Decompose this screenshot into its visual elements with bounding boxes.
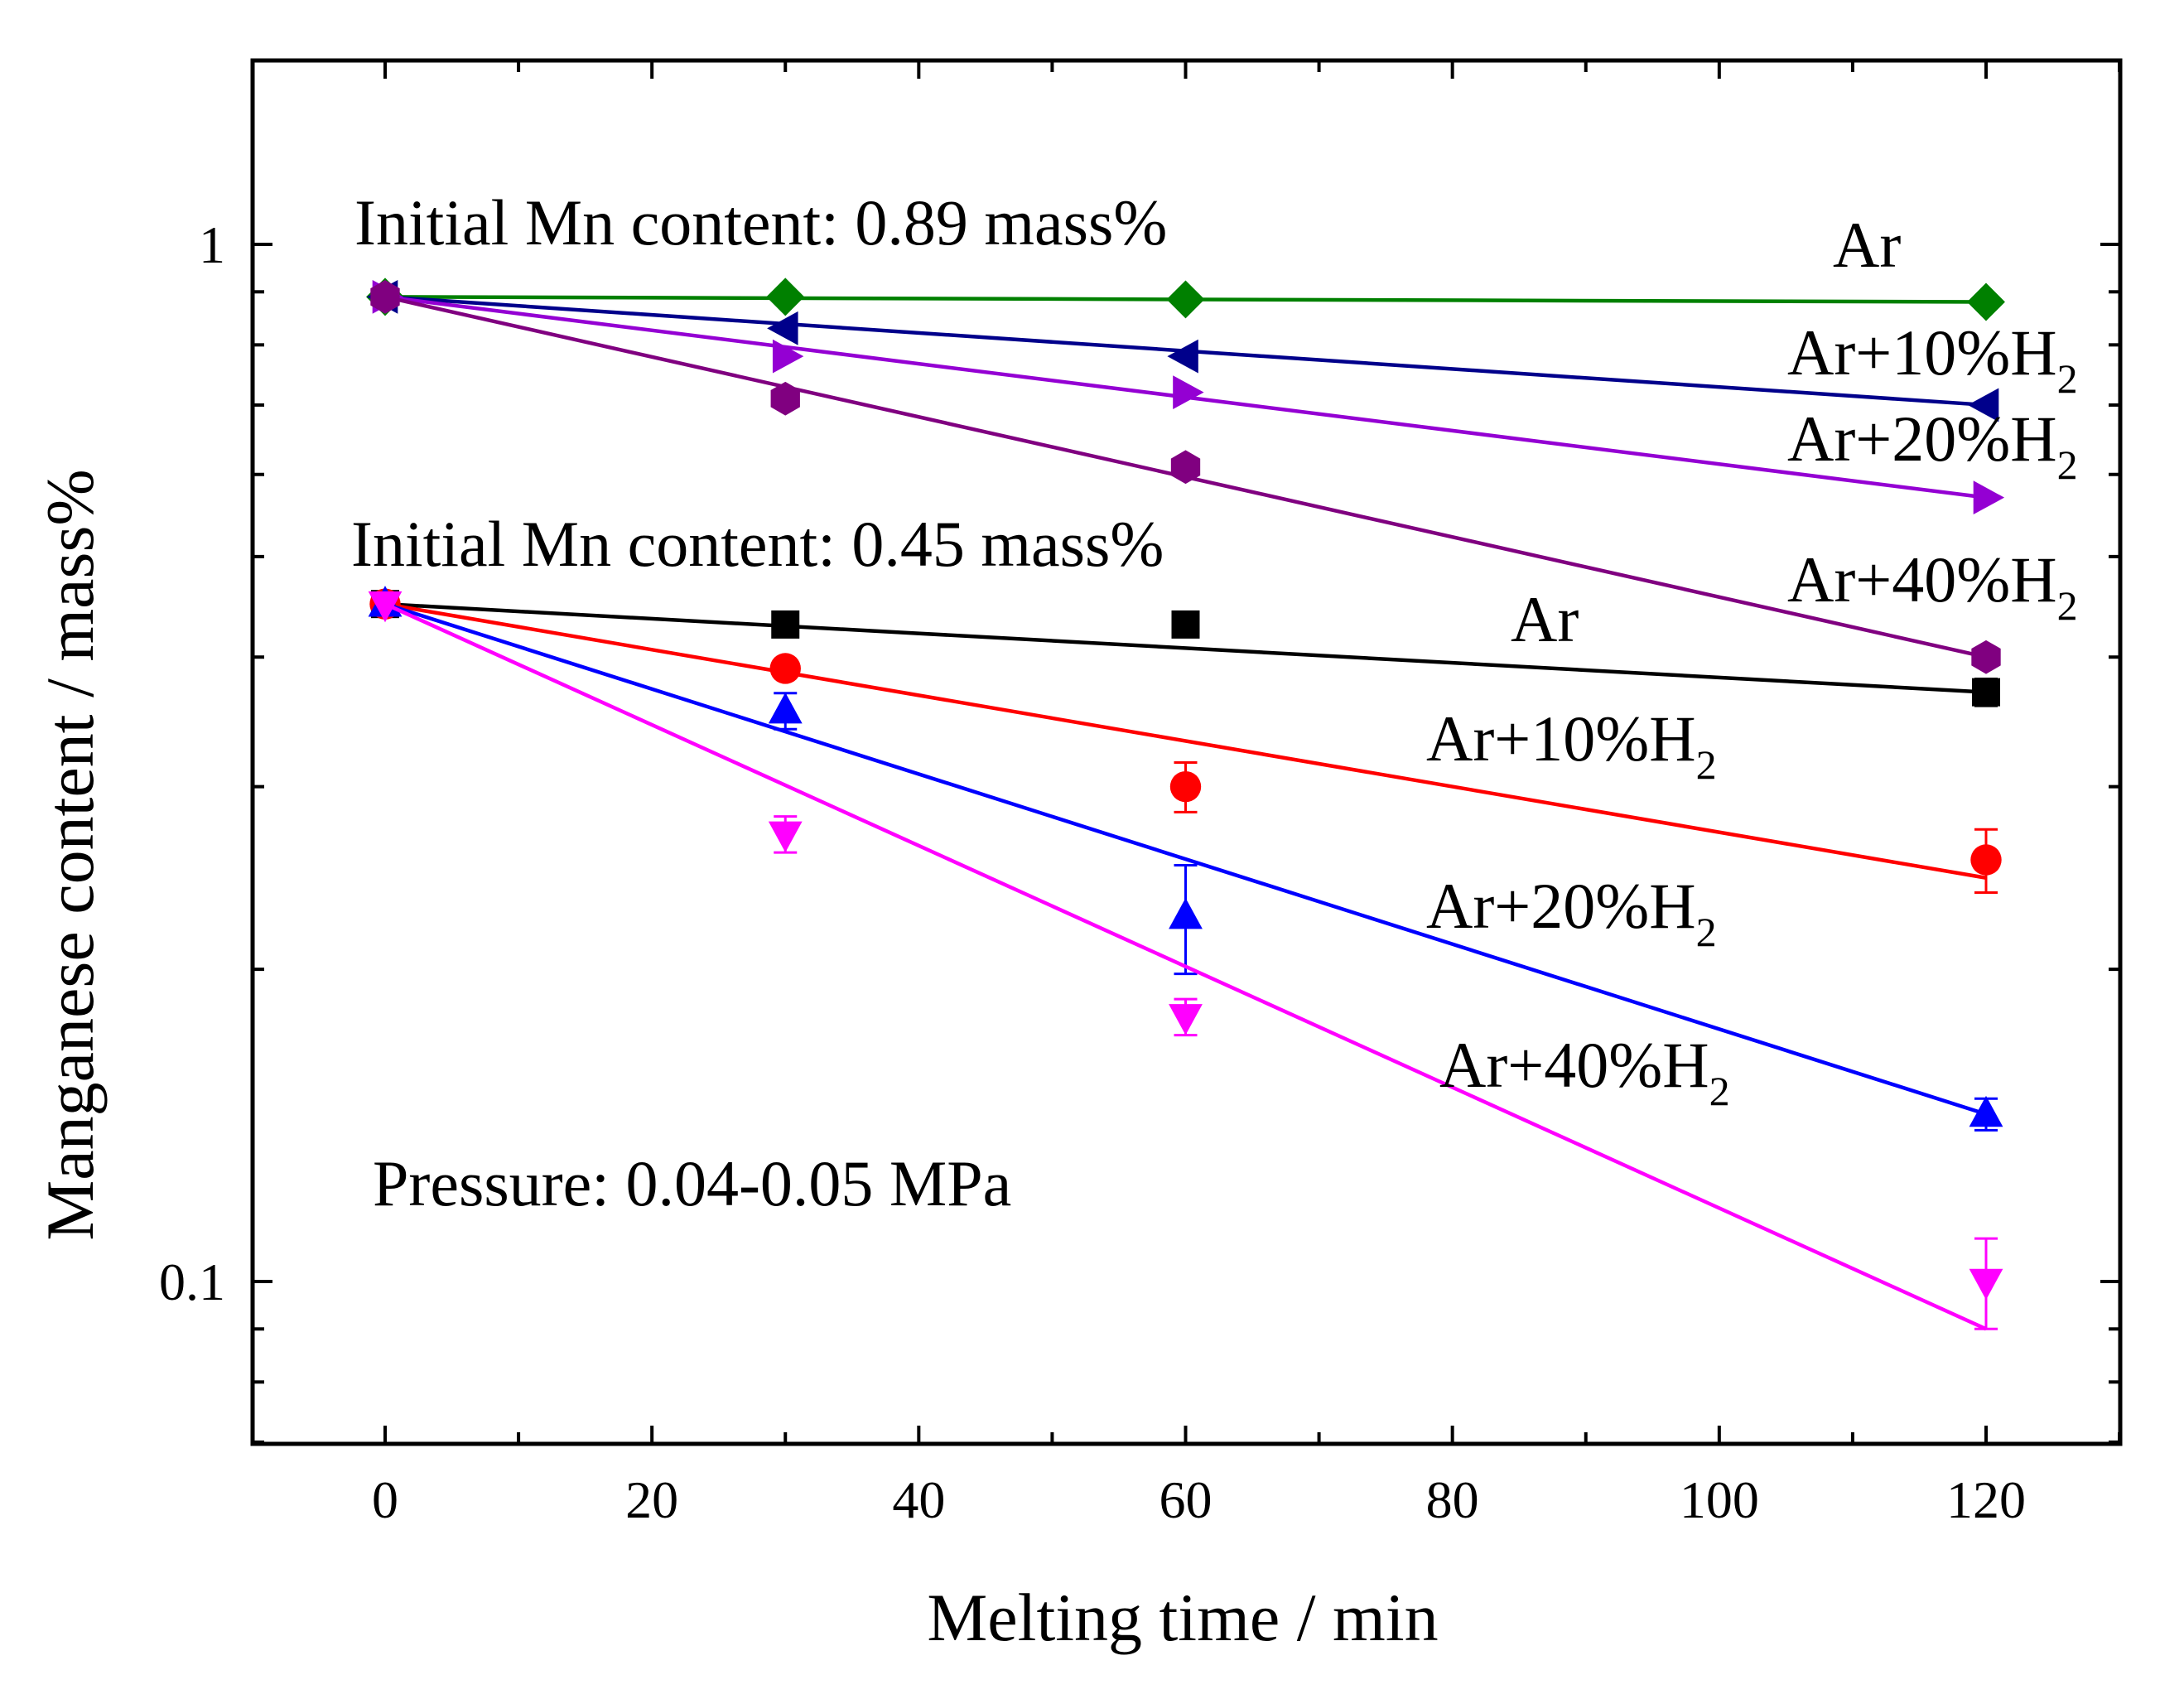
series-045-ar-20-h2: [368, 586, 2003, 1132]
data-point: [1969, 1268, 2003, 1301]
fit-line: [384, 602, 1987, 1331]
data-point: [1967, 282, 2005, 321]
series-label: Ar+10%H2: [1787, 316, 2078, 402]
annotation-initial-045: Initial Mn content: 0.45 mass%: [351, 508, 1164, 580]
y-tick-label: 0.1: [159, 1253, 225, 1311]
y-tick-label: 1: [199, 215, 225, 274]
data-point: [772, 339, 804, 374]
series-089-ar-40-h2: [370, 279, 2001, 674]
data-point: [1169, 770, 1202, 803]
labels-layer: ArAr+10%H2Ar+20%H2Ar+40%H2ArAr+10%H2Ar+2…: [1426, 209, 2078, 1114]
data-point: [1173, 375, 1204, 410]
data-point: [1971, 640, 2001, 674]
data-point: [1166, 280, 1205, 319]
series-label: Ar+40%H2: [1439, 1029, 1730, 1114]
data-point: [769, 653, 801, 684]
data-point: [1167, 339, 1198, 374]
data-point: [1972, 678, 2000, 707]
fit-line: [384, 602, 1987, 1117]
x-axis-label: Melting time / min: [927, 1580, 1438, 1655]
x-tick-label: 40: [892, 1470, 945, 1529]
series-label: Ar+40%H2: [1787, 543, 2078, 629]
x-tick-label: 20: [625, 1470, 678, 1529]
series-label: Ar+10%H2: [1426, 702, 1717, 788]
data-point: [1171, 610, 1200, 639]
fit-line: [384, 601, 1987, 880]
series-089-ar: [366, 278, 2005, 321]
series-045-ar-40-h2: [368, 591, 2003, 1331]
fit-line: [384, 601, 1987, 694]
x-tick-label: 0: [372, 1470, 398, 1529]
data-point: [1970, 844, 2002, 876]
x-tick-label: 120: [1946, 1470, 2026, 1529]
y-axis-label: Manganese content / mass%: [32, 469, 108, 1240]
x-tick-label: 60: [1159, 1470, 1213, 1529]
annotation-initial-089: Initial Mn content: 0.89 mass%: [354, 186, 1167, 258]
data-point: [1169, 897, 1203, 929]
data-point: [768, 821, 803, 853]
data-point: [768, 693, 803, 724]
data-point: [767, 311, 798, 345]
data-point: [1967, 388, 1999, 422]
data-point: [766, 278, 805, 316]
series-label: Ar+20%H2: [1787, 403, 2078, 488]
axes: 0 20 40 60 80 100 120 1 0.1: [159, 60, 2122, 1529]
data-point: [770, 381, 800, 416]
x-tick-label: 100: [1680, 1470, 1759, 1529]
series-label: Ar: [1833, 209, 1901, 281]
series-label: Ar: [1511, 583, 1579, 655]
data-point: [370, 279, 400, 314]
data-point: [1969, 1095, 2003, 1127]
data-point: [368, 591, 403, 623]
annotation-pressure: Pressure: 0.04-0.05 MPa: [373, 1147, 1011, 1219]
data-point: [1170, 450, 1201, 485]
series-layer: [366, 278, 2005, 1331]
data-point: [1169, 1004, 1203, 1035]
series-label: Ar+20%H2: [1426, 870, 1717, 955]
series-045-ar: [371, 590, 2000, 707]
x-tick-label: 80: [1426, 1470, 1479, 1529]
data-point: [1973, 480, 2005, 515]
data-point: [771, 610, 800, 639]
